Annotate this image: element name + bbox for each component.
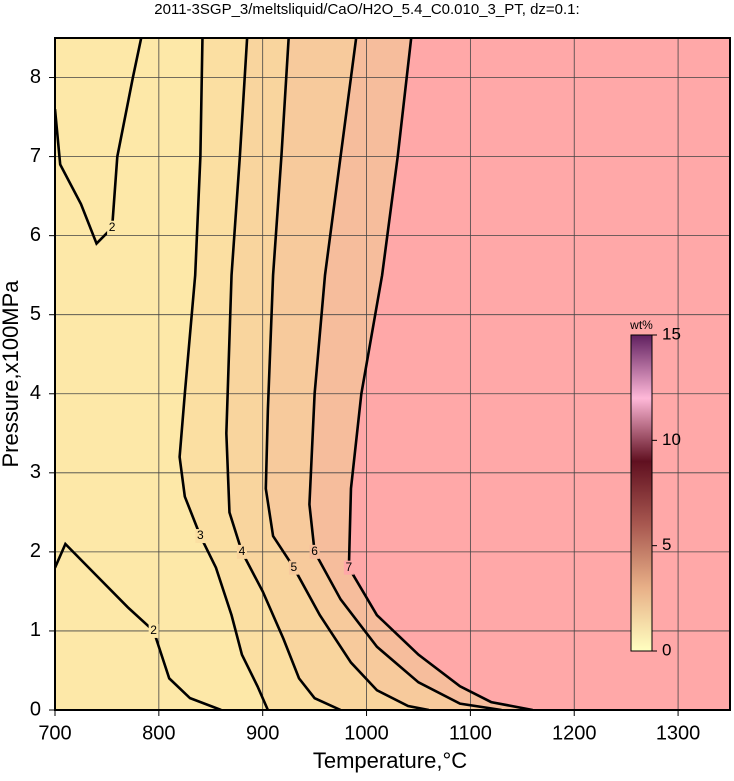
y-tick-label: 3 — [30, 461, 41, 483]
x-tick-label: 1000 — [344, 722, 389, 744]
contour-label: 6 — [311, 544, 318, 558]
x-tick-label: 700 — [38, 722, 71, 744]
y-tick-label: 2 — [30, 540, 41, 562]
contour-line — [178, 38, 270, 710]
contour-label: 2 — [150, 623, 157, 637]
contour-fill — [348, 38, 730, 710]
y-tick-label: 5 — [30, 303, 41, 325]
contour-label-bg — [148, 623, 159, 638]
x-tick-label: 1300 — [656, 722, 701, 744]
x-axis-label: Temperature,°C — [313, 748, 467, 773]
y-tick-label: 8 — [30, 66, 41, 88]
contour-label-bg — [236, 544, 247, 559]
contour-label-bg — [107, 220, 118, 235]
colorbar-tick-label: 0 — [662, 640, 671, 659]
overlay: 700 800 900 1000 1100 1200 1300012345678wt%051… — [30, 37, 731, 744]
y-tick-label: 7 — [30, 145, 41, 167]
colorbar-tick-label: 5 — [662, 535, 671, 554]
plot-frame — [54, 37, 731, 711]
contour-label: 4 — [239, 544, 246, 558]
contour-label: 3 — [197, 528, 204, 542]
colorbar-tick-label: 15 — [662, 324, 681, 343]
x-tick-label: 1100 — [449, 722, 492, 744]
y-tick-label: 4 — [30, 382, 41, 404]
contour-label-bg — [195, 529, 206, 544]
contour-label: 5 — [291, 560, 298, 574]
x-tick-label: 900 — [246, 722, 279, 744]
contour-label-bg — [343, 560, 354, 575]
y-tick-label: 0 — [30, 698, 41, 720]
chart-title: 2011-3SGP_3/meltsliquid/CaO/H2O_5.4_C0.0… — [154, 1, 579, 18]
colorbar — [630, 334, 653, 652]
contour-label-bg — [288, 560, 299, 575]
contour-label: 7 — [346, 560, 353, 574]
y-axis-label: Pressure,x100MPa — [0, 280, 23, 468]
contour-label: 2 — [109, 220, 116, 234]
y-tick-label: 6 — [30, 224, 41, 246]
colorbar-label: wt% — [629, 318, 653, 332]
contour-line — [264, 38, 430, 710]
x-tick-label: 1200 — [552, 722, 597, 744]
y-tick-label: 1 — [30, 619, 41, 641]
x-tick-label: 800 — [142, 722, 175, 744]
contour-label-bg — [309, 544, 320, 559]
colorbar-tick-label: 10 — [662, 430, 681, 449]
